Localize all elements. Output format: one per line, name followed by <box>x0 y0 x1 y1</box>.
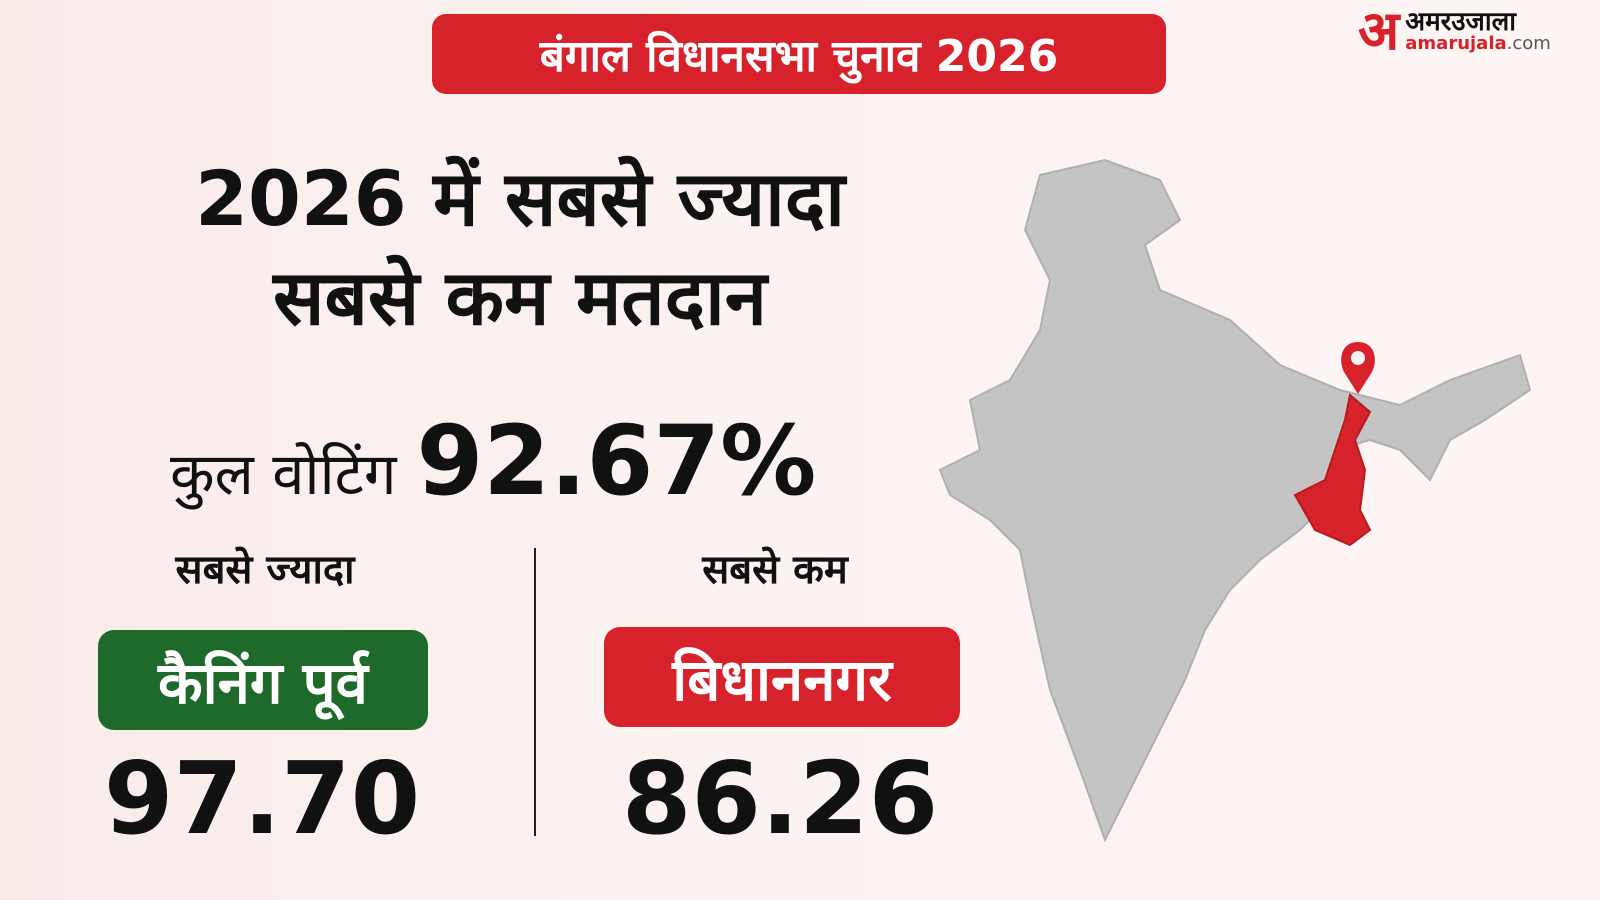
highest-constituency-badge: कैनिंग पूर्व <box>98 630 428 730</box>
logo-hindi: अमरउजाला <box>1405 7 1516 37</box>
title-banner: बंगाल विधानसभा चुनाव 2026 <box>432 14 1166 94</box>
highest-label: सबसे ज्यादा <box>175 547 355 593</box>
lowest-value: 86.26 <box>621 740 939 857</box>
headline-line1: 2026 में सबसे ज्यादा <box>195 154 845 243</box>
headline: 2026 में सबसे ज्यादा सबसे कम मतदान <box>120 150 920 348</box>
logo-mark: अ <box>1358 0 1400 62</box>
highest-constituency: कैनिंग पूर्व <box>158 648 368 717</box>
india-map <box>938 158 1532 843</box>
total-label: कुल वोटिंग <box>170 440 397 508</box>
banner-title: बंगाल विधानसभा चुनाव 2026 <box>539 31 1059 82</box>
west-bengal-highlight <box>1293 393 1372 547</box>
total-value: 92.67% <box>416 405 817 517</box>
divider <box>534 548 536 836</box>
amar-ujala-logo: अ अमरउजाला amarujala.com <box>1358 4 1551 58</box>
india-outline <box>938 158 1532 843</box>
total-voting: कुल वोटिंग 92.67% <box>170 405 816 517</box>
logo-domain-main: amarujala <box>1405 33 1507 54</box>
logo-domain-tld: .com <box>1506 33 1551 54</box>
highest-value: 97.70 <box>103 740 421 857</box>
lowest-label: सबसे कम <box>702 547 848 593</box>
headline-line2: सबसे कम मतदान <box>273 252 767 342</box>
logo-domain: amarujala.com <box>1405 35 1551 53</box>
location-pin-icon <box>1341 342 1375 394</box>
lowest-constituency: बिधाननगर <box>672 645 892 714</box>
lowest-constituency-badge: बिधाननगर <box>604 627 960 727</box>
